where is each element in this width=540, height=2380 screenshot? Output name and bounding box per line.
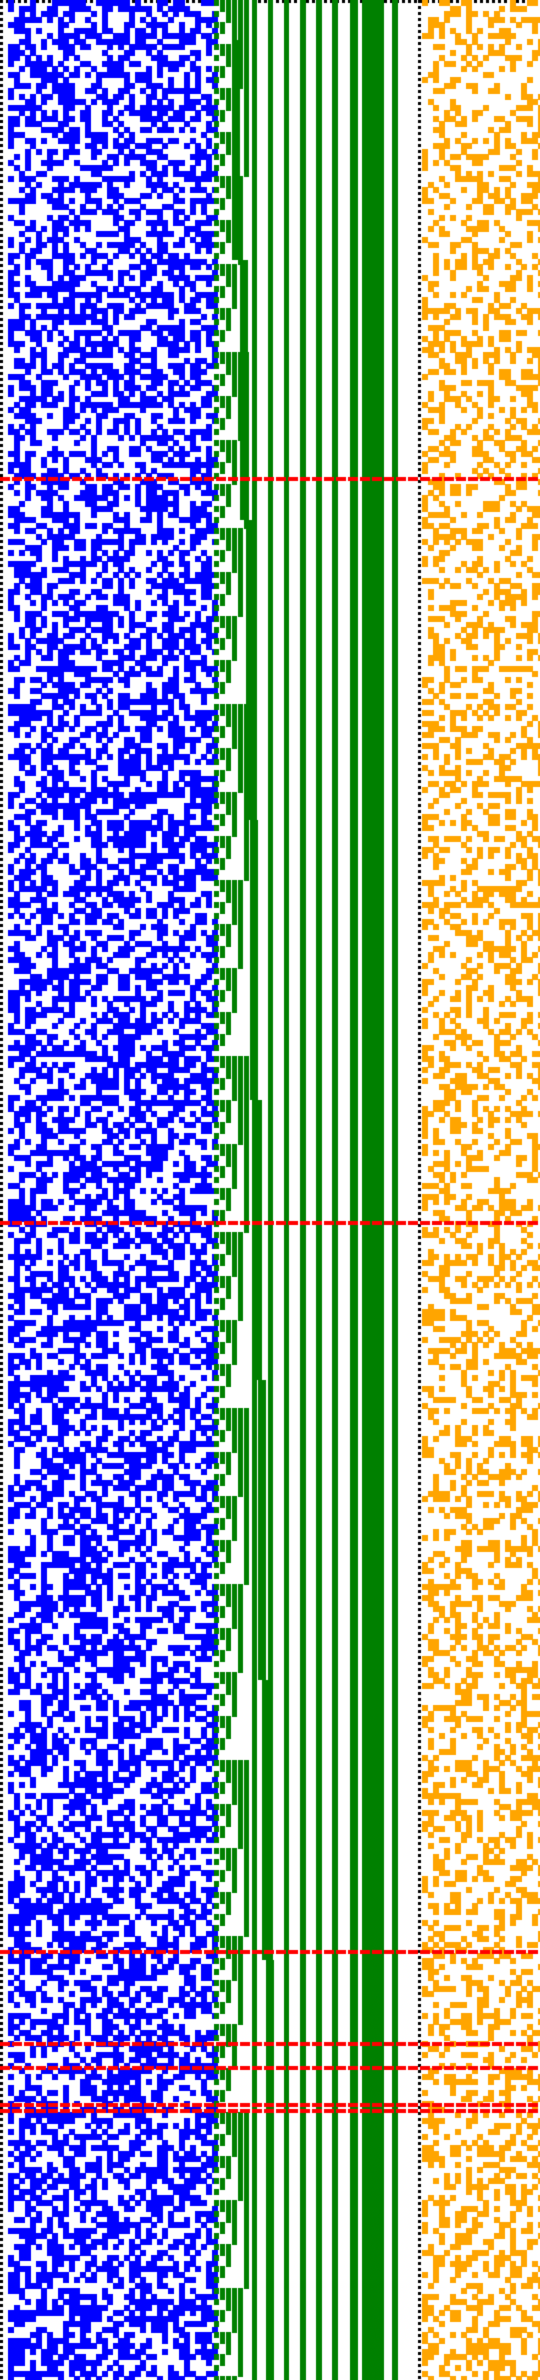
bit-pattern-image [0, 0, 540, 2380]
